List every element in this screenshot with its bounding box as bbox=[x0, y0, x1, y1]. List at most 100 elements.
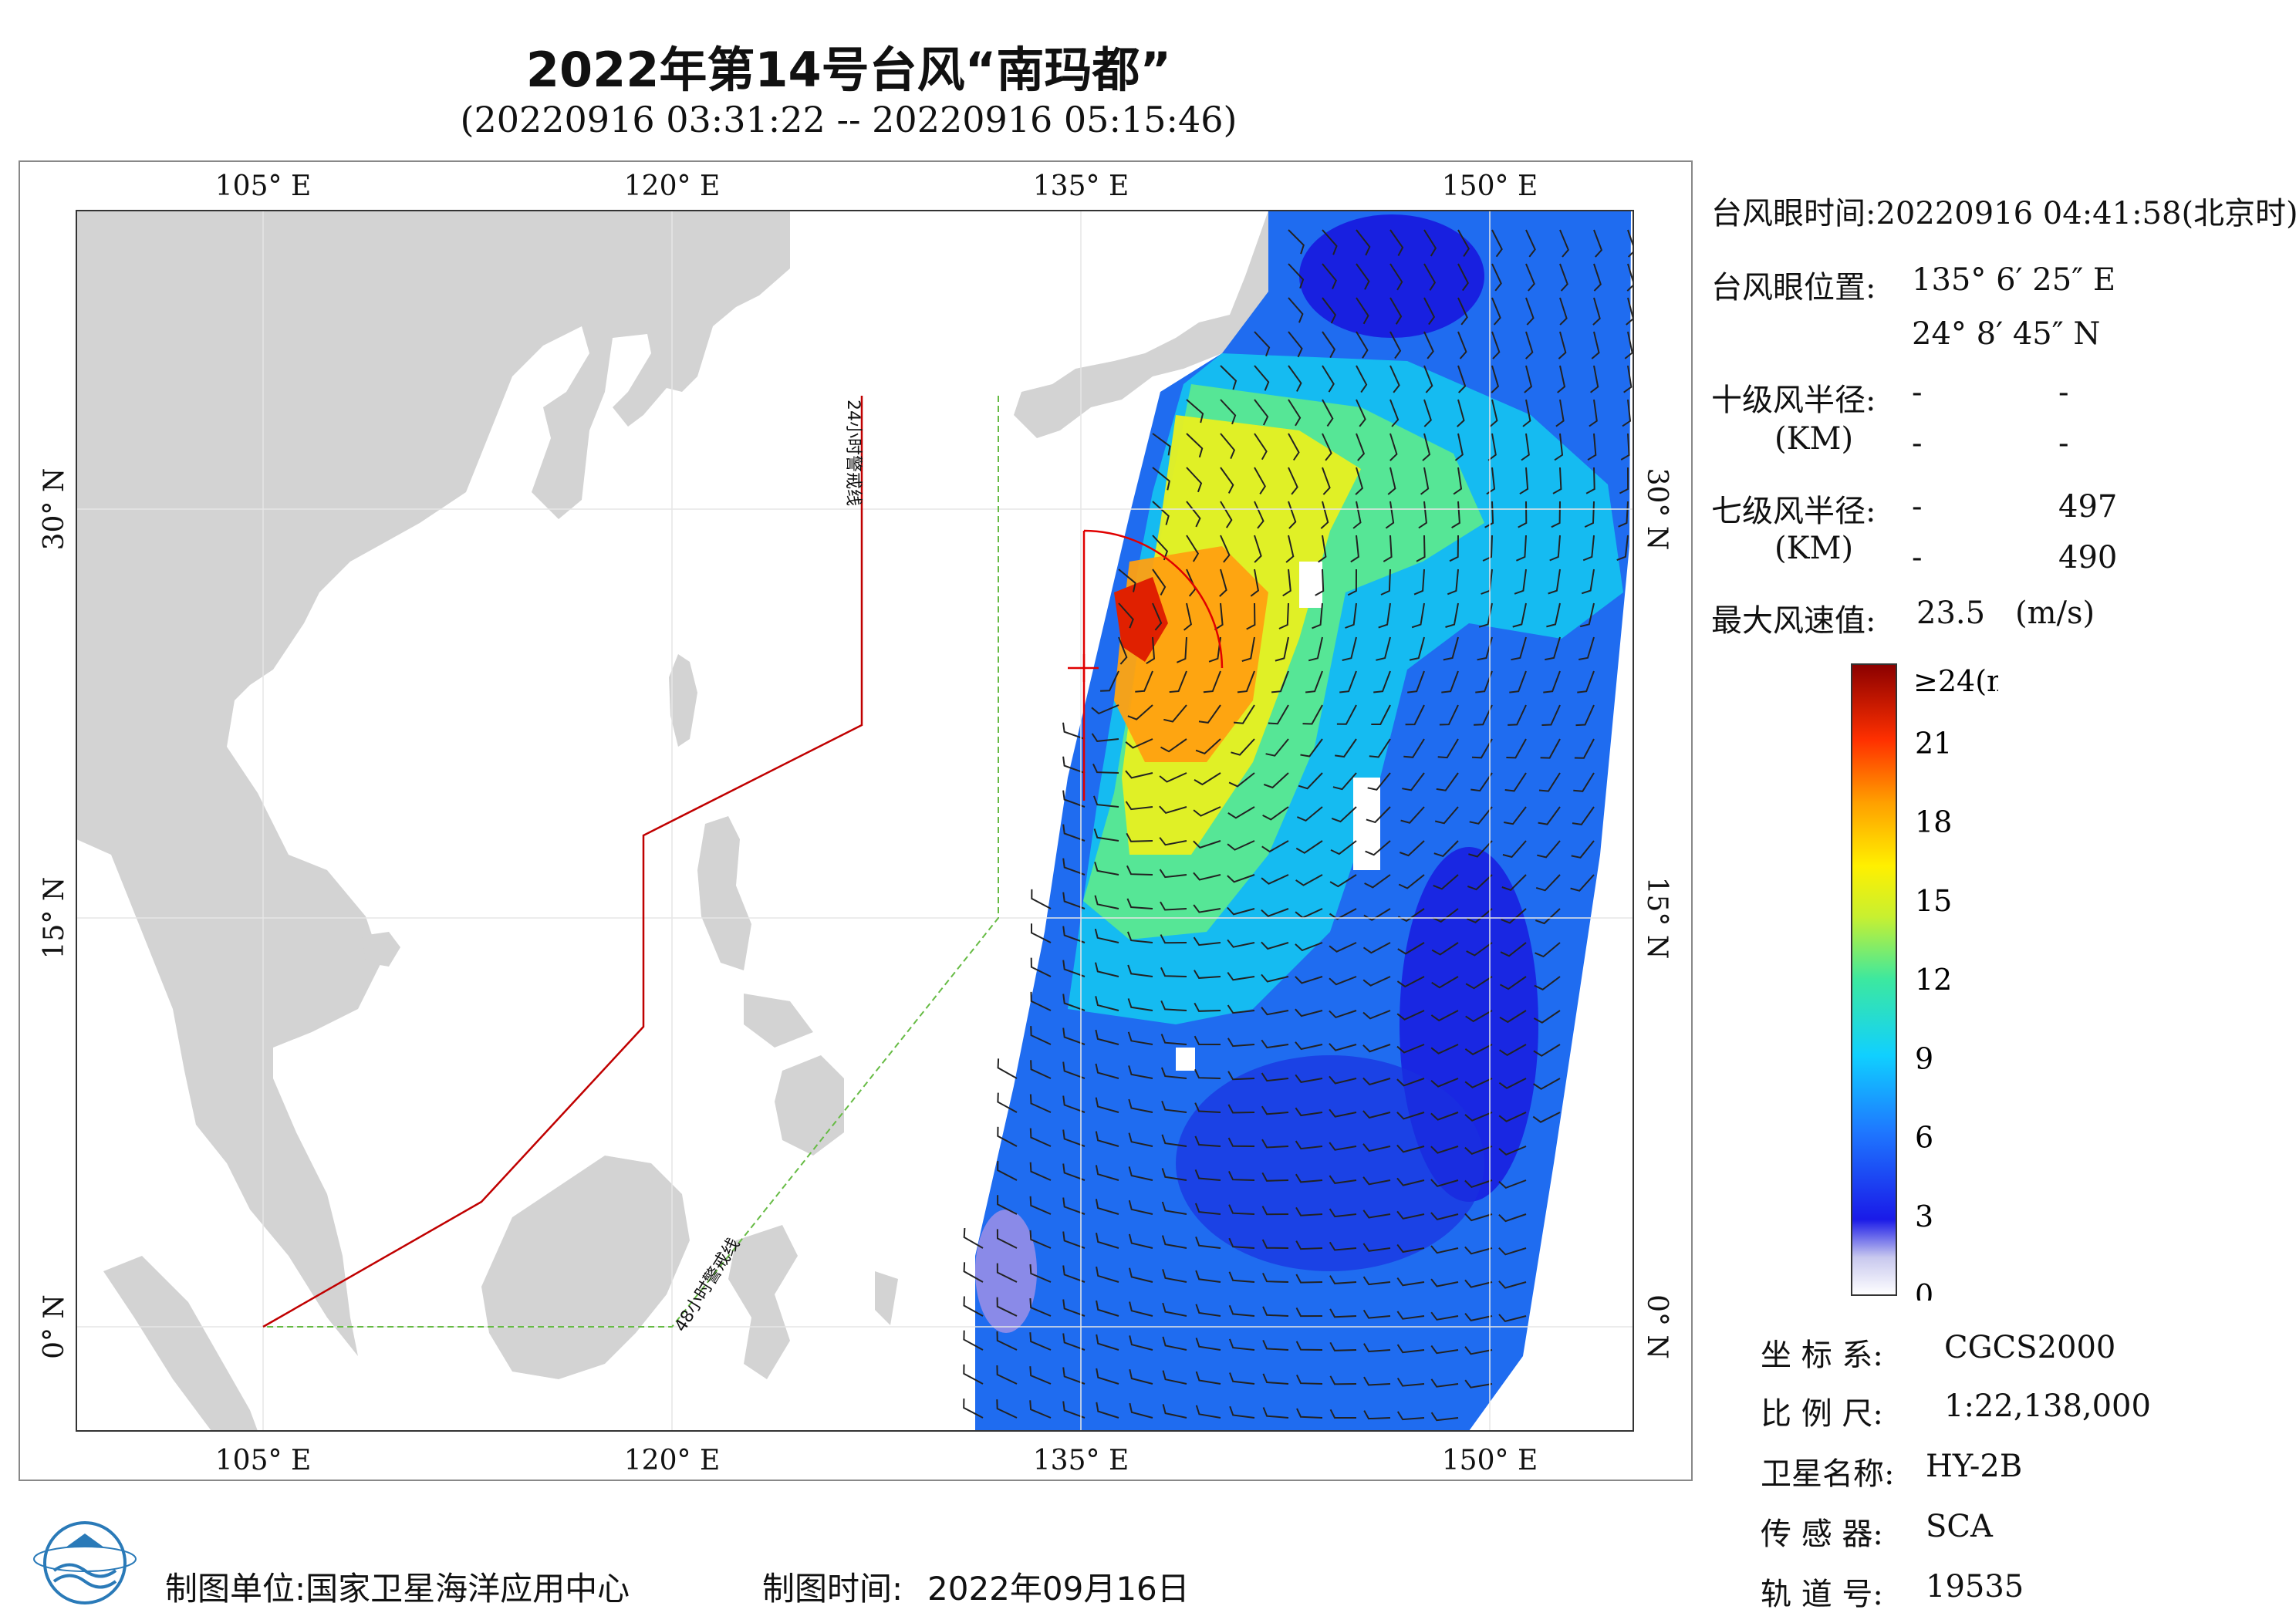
wind-barb bbox=[1491, 331, 1501, 359]
wind-barb bbox=[1465, 976, 1493, 990]
wind-barb bbox=[1329, 1075, 1357, 1085]
wind-barb bbox=[1623, 365, 1633, 393]
wind-barb bbox=[1118, 602, 1134, 629]
wind-barb bbox=[1329, 874, 1357, 888]
wind-barb bbox=[1585, 467, 1595, 494]
wind-barb bbox=[1261, 1072, 1289, 1082]
wind-barb bbox=[1295, 942, 1323, 952]
wind-barb bbox=[996, 1365, 1018, 1385]
wind-barb bbox=[1430, 1179, 1459, 1187]
wind-barb bbox=[1389, 399, 1400, 427]
wind-barb bbox=[1295, 1107, 1323, 1117]
wind-barb bbox=[1396, 1411, 1425, 1421]
wind-barb bbox=[1161, 1168, 1187, 1181]
wind-barb bbox=[1464, 1379, 1493, 1388]
wind-barb bbox=[1126, 832, 1153, 842]
wind-barb bbox=[997, 1161, 1018, 1181]
max-wind-unit: (m/s) bbox=[2015, 596, 2095, 631]
wind-barb bbox=[1335, 738, 1357, 758]
wind-barb bbox=[1385, 501, 1395, 529]
orbit-label: 轨 道 号: bbox=[1761, 1577, 1883, 1612]
wind-barb bbox=[1538, 806, 1561, 825]
wind-barb bbox=[1457, 331, 1467, 359]
wind-barb bbox=[1262, 1340, 1289, 1351]
wind-barb bbox=[1396, 976, 1425, 988]
wind-barb bbox=[1096, 1402, 1119, 1419]
colorbar-tick-label: 12 bbox=[1915, 963, 1952, 997]
wind-barb bbox=[1229, 1372, 1255, 1385]
wind-barb bbox=[1262, 806, 1289, 821]
wind-barb bbox=[1288, 501, 1297, 529]
wind-barb bbox=[1220, 535, 1231, 563]
japan bbox=[1014, 211, 1299, 438]
wind-barb bbox=[1511, 636, 1527, 661]
satellite-label: 卫星名称: bbox=[1761, 1456, 1895, 1492]
wind-barb bbox=[1498, 1314, 1527, 1323]
wind-barb bbox=[963, 1227, 984, 1249]
wind-barb bbox=[1620, 433, 1630, 461]
wind-barb bbox=[1186, 501, 1201, 528]
wind-barb bbox=[963, 1398, 984, 1419]
wind-barb bbox=[1500, 942, 1527, 957]
wind-barb bbox=[1329, 976, 1357, 986]
wind-barb bbox=[1400, 806, 1425, 824]
max-wind-value: 23.5 bbox=[1916, 596, 1986, 631]
wind-barb bbox=[1246, 602, 1256, 630]
wind-barb bbox=[1160, 934, 1187, 944]
wind-barb bbox=[1322, 467, 1331, 495]
graticule bbox=[76, 211, 1633, 1431]
wind-barb bbox=[1329, 908, 1357, 920]
wind-barb bbox=[1389, 433, 1398, 461]
orbit-value: 19535 bbox=[1926, 1569, 2024, 1604]
wind-barb bbox=[1573, 772, 1595, 792]
wind-barb bbox=[1203, 670, 1221, 693]
wind-barb bbox=[1342, 636, 1357, 661]
scale-label: 比 例 尺: bbox=[1761, 1396, 1883, 1432]
wind-barb bbox=[1491, 297, 1501, 326]
wind-barb bbox=[963, 1330, 984, 1351]
wind-barb bbox=[1433, 874, 1459, 890]
wind-barb bbox=[1118, 636, 1128, 665]
wind-barb bbox=[1261, 1272, 1289, 1283]
wind-barb bbox=[1362, 976, 1391, 987]
warning-line-48h bbox=[263, 396, 999, 1328]
wind-barb bbox=[1295, 1041, 1323, 1051]
wind-barb bbox=[1268, 704, 1289, 725]
wind-barb bbox=[1466, 942, 1493, 957]
colorbar-top-label: ≥24(m/s) bbox=[1913, 664, 1998, 698]
wind-barb bbox=[1423, 365, 1433, 393]
wind-barb bbox=[1581, 569, 1595, 595]
wind-barb bbox=[1261, 1139, 1289, 1149]
wind-barb bbox=[1271, 670, 1289, 693]
colorbar-tick-label: 15 bbox=[1915, 884, 1952, 918]
map-frame bbox=[19, 160, 1693, 1481]
lat-tick-right: 15° N bbox=[1641, 877, 1673, 960]
wind-barb bbox=[1501, 874, 1527, 891]
wind-barb bbox=[1470, 772, 1493, 792]
wind-barb bbox=[1250, 569, 1259, 597]
wind-barb bbox=[1396, 1010, 1425, 1021]
wind-barb bbox=[1322, 433, 1332, 461]
wind-barb bbox=[1262, 1306, 1289, 1317]
wind-barb bbox=[1369, 738, 1391, 758]
lon-tick-top: 120° E bbox=[624, 170, 720, 202]
wind-barb bbox=[1298, 772, 1323, 790]
wind-barb bbox=[1161, 1201, 1187, 1215]
wind-barb bbox=[1062, 892, 1086, 909]
wind-barb bbox=[1318, 535, 1327, 563]
wind-barb bbox=[1163, 704, 1187, 723]
wind-barb bbox=[1228, 1204, 1255, 1215]
wind-barb bbox=[1227, 1170, 1255, 1181]
wind-barb bbox=[1261, 941, 1289, 950]
wind-barb bbox=[1548, 569, 1561, 595]
wind-barb bbox=[1356, 433, 1366, 461]
wind-barb bbox=[1396, 1344, 1425, 1354]
eye-time: 台风眼时间:20220916 04:41:58(北京时) bbox=[1711, 188, 2296, 233]
wind-barb bbox=[1437, 738, 1459, 759]
lat-tick-left: 15° N bbox=[39, 877, 70, 960]
eye-position-label: 台风眼位置: bbox=[1711, 270, 1876, 305]
wind-barb bbox=[1402, 772, 1425, 791]
wind-barb bbox=[1362, 1176, 1391, 1186]
wind-barb bbox=[1397, 942, 1425, 955]
wind-barb bbox=[1396, 1144, 1425, 1153]
